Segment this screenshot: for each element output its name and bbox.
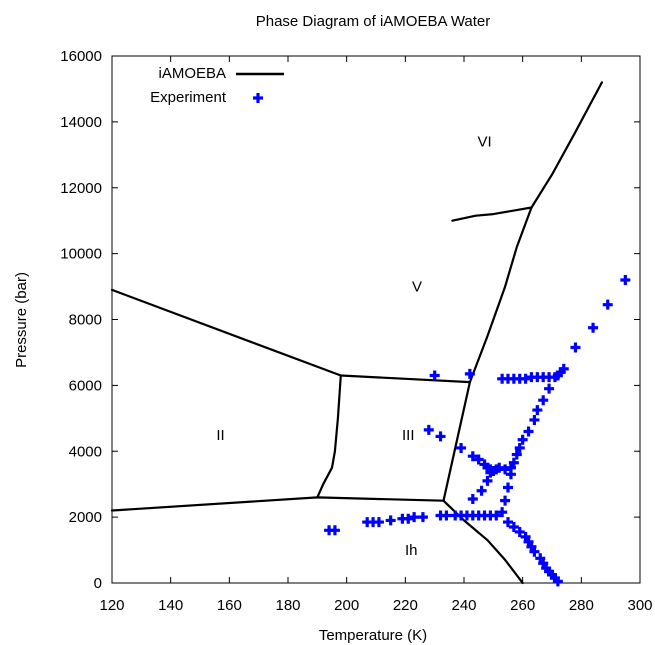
legend-swatch-experiment: [253, 93, 263, 103]
experiment-point: [373, 517, 384, 528]
experiment-point: [385, 515, 396, 526]
x-tick-label: 240: [451, 597, 476, 614]
x-tick-label: 280: [569, 597, 594, 614]
experiment-point: [464, 368, 475, 379]
x-tick-label: 260: [510, 597, 535, 614]
experiment-point: [417, 512, 428, 523]
phase-boundary-line: [442, 381, 471, 502]
experiment-point: [505, 469, 516, 480]
experiment-point: [494, 462, 505, 473]
experiment-point: [570, 342, 581, 353]
experiment-point: [588, 322, 599, 333]
y-tick-label: 16000: [60, 48, 102, 65]
x-tick-label: 120: [99, 597, 124, 614]
experiment-point: [435, 431, 446, 442]
experiment-point: [508, 522, 519, 533]
phase-boundary-line: [316, 374, 342, 499]
y-tick-label: 8000: [69, 312, 102, 329]
experiment-point: [497, 507, 508, 518]
experiment-point: [620, 274, 631, 285]
experiment-point: [329, 525, 340, 536]
y-tick-label: 10000: [60, 246, 102, 263]
phase-boundary-line: [451, 206, 533, 222]
experiment-point: [482, 475, 493, 486]
x-tick-label: 160: [217, 597, 242, 614]
iamoeba-series: [110, 81, 603, 585]
experiment-point: [423, 424, 434, 435]
phase-region-label: II: [216, 427, 224, 444]
experiment-point: [429, 370, 440, 381]
legend-label-iamoeba: iAMOEBA: [158, 65, 226, 82]
experiment-point: [441, 510, 452, 521]
experiment-point: [476, 485, 487, 496]
y-tick-label: 2000: [69, 509, 102, 526]
phase-boundary-line: [530, 81, 603, 209]
phase-boundary-line: [468, 206, 533, 384]
experiment-point: [500, 495, 511, 506]
experiment-point: [511, 449, 522, 460]
experiment-point: [467, 451, 478, 462]
chart-title: Phase Diagram of iAMOEBA Water: [256, 13, 491, 30]
phase-boundary-line: [442, 499, 524, 585]
legend-label-experiment: Experiment: [150, 89, 227, 106]
experiment-point: [500, 464, 511, 475]
x-tick-label: 220: [393, 597, 418, 614]
experiment-point: [485, 467, 496, 478]
phase-boundary-line: [339, 374, 471, 384]
x-tick-label: 180: [275, 597, 300, 614]
phase-region-label: Ih: [405, 542, 418, 559]
y-tick-label: 0: [94, 575, 102, 592]
experiment-point: [544, 383, 555, 394]
experiment-point: [508, 457, 519, 468]
y-tick-label: 14000: [60, 114, 102, 131]
phase-region-label: V: [412, 279, 422, 296]
experiment-point: [456, 442, 467, 453]
experiment-point: [529, 414, 540, 425]
phase-region-label: VI: [477, 134, 491, 151]
experiment-point: [473, 454, 484, 465]
experiment-point: [503, 517, 513, 528]
experiment-point: [491, 510, 502, 521]
experiment-point: [514, 526, 525, 537]
experiment-point: [529, 546, 540, 557]
experiment-point: [409, 512, 420, 523]
experiment-point: [503, 482, 513, 493]
experiment-point: [532, 405, 543, 416]
y-tick-label: 12000: [60, 180, 102, 197]
experiment-point: [602, 299, 613, 310]
x-axis: 120 140 160 180 200 220 240 260 280 300: [99, 56, 653, 614]
phase-boundary-line: [110, 288, 342, 377]
experiment-point: [552, 576, 563, 587]
phase-region-label: III: [402, 427, 415, 444]
experiment-marker: [253, 93, 263, 103]
experiment-point: [523, 426, 534, 437]
y-axis: 0 2000 4000 6000 8000 10000 12000 14000 16000: [60, 48, 640, 592]
x-tick-label: 140: [158, 597, 183, 614]
x-axis-title: Temperature (K): [319, 627, 427, 644]
y-axis-title: Pressure (bar): [13, 272, 30, 368]
legend: iAMOEBA Experiment: [150, 65, 284, 106]
y-tick-label: 4000: [69, 443, 102, 460]
experiment-point: [403, 513, 414, 524]
experiment-point: [520, 373, 531, 384]
phase-boundary-line: [110, 496, 445, 512]
experiment-point: [467, 494, 478, 505]
x-tick-label: 200: [334, 597, 359, 614]
experiment-point: [558, 363, 569, 374]
y-tick-label: 6000: [69, 377, 102, 394]
experiment-series: [324, 274, 631, 587]
experiment-point: [538, 395, 549, 406]
experiment-point: [517, 434, 528, 445]
x-tick-label: 300: [627, 597, 652, 614]
experiment-point: [514, 442, 525, 453]
